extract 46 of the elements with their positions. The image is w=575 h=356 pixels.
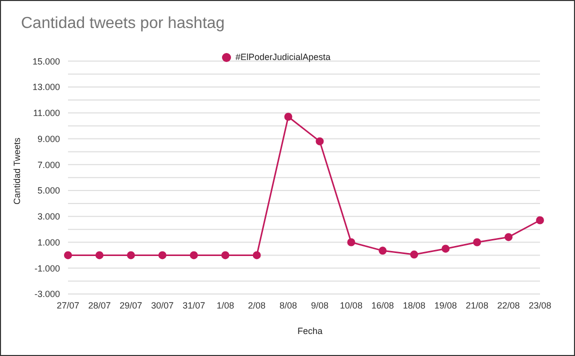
legend-label: #ElPoderJudicialApesta — [235, 52, 331, 62]
x-tick-label: 23/08 — [528, 300, 552, 310]
y-tick-label: 5.000 — [37, 186, 60, 196]
y-tick-label: 1.000 — [37, 237, 60, 248]
x-tick-label: 28/07 — [88, 300, 111, 310]
point — [95, 251, 104, 260]
point — [64, 251, 72, 260]
x-tick-label: 9/08 — [310, 300, 328, 310]
point — [378, 246, 387, 255]
y-tick-label: 3.000 — [37, 212, 60, 222]
x-tick-label: 18/08 — [402, 300, 426, 310]
y-tick-label: -1.000 — [34, 263, 60, 274]
y-axis-title: Cantidad Tweets — [12, 138, 22, 204]
point — [158, 251, 166, 260]
y-tick-label: 7.000 — [37, 160, 60, 170]
x-tick-label: 16/08 — [371, 300, 394, 310]
x-tick-label: 19/08 — [434, 300, 457, 310]
x-tick-label: 22/08 — [497, 300, 520, 310]
y-tick-label: 15.000 — [32, 56, 60, 66]
point — [126, 251, 135, 260]
point — [190, 251, 198, 260]
x-tick-label: 1/08 — [216, 300, 234, 310]
x-tick-label: 31/07 — [182, 300, 206, 310]
x-axis-title: Fecha — [296, 326, 324, 336]
x-tick-label: 27/07 — [56, 300, 80, 310]
point — [410, 250, 418, 259]
point — [504, 233, 513, 242]
x-tick-label: 2/08 — [248, 300, 266, 310]
x-tick-label: 21/08 — [466, 300, 488, 310]
chart-title: Cantidad tweets por hashtag — [21, 15, 225, 33]
point — [536, 216, 544, 224]
point — [316, 137, 324, 146]
x-tick-label: 29/07 — [120, 300, 142, 310]
point — [347, 238, 356, 246]
point — [442, 244, 450, 253]
point — [473, 238, 482, 246]
x-tick-label: 8/08 — [280, 300, 298, 310]
y-tick-label: -3.000 — [34, 289, 60, 300]
x-tick-label: 30/07 — [151, 300, 174, 310]
y-tick-label: 13.000 — [32, 82, 60, 92]
point — [252, 251, 261, 260]
point — [221, 251, 230, 260]
point — [284, 112, 292, 121]
y-tick-label: 9.000 — [37, 134, 60, 144]
x-tick-label: 10/08 — [340, 300, 362, 310]
y-tick-label: 11.000 — [33, 108, 60, 118]
